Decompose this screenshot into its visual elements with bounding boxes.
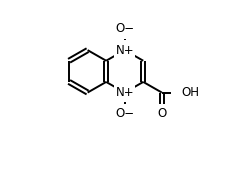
Text: N+: N+ [115,44,134,57]
Text: OH: OH [180,86,198,99]
Text: O: O [156,107,166,120]
Text: N+: N+ [115,86,134,99]
Text: O−: O− [115,22,134,35]
Text: O−: O− [115,107,134,120]
